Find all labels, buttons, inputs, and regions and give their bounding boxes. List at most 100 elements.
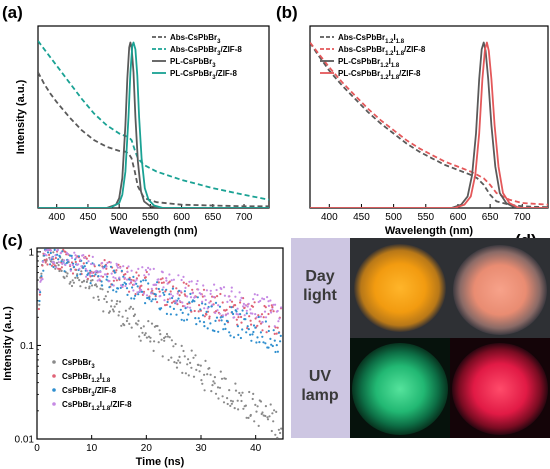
scatter-point <box>226 320 229 323</box>
scatter-point <box>91 274 94 277</box>
scatter-point <box>60 251 63 254</box>
scatter-point <box>178 299 181 303</box>
scatter-point <box>190 366 193 369</box>
scatter-point <box>122 265 125 268</box>
legend-marker <box>52 388 56 392</box>
scatter-point <box>218 319 221 322</box>
scatter-point <box>58 269 61 273</box>
scatter-point <box>246 327 249 330</box>
x-tick-label: 700 <box>514 212 531 223</box>
scatter-point <box>111 308 114 311</box>
scatter-point <box>92 296 95 299</box>
scatter-point <box>97 295 100 298</box>
scatter-point <box>50 258 54 261</box>
scatter-point <box>133 297 136 300</box>
scatter-point <box>152 349 155 352</box>
scatter-point <box>203 307 206 310</box>
scatter-point <box>161 271 164 274</box>
scatter-point <box>149 340 152 343</box>
scatter-point <box>97 264 101 267</box>
scatter-point <box>256 336 259 339</box>
scatter-point <box>157 278 160 281</box>
series-line-1 <box>310 42 548 208</box>
scatter-point <box>69 280 72 284</box>
scatter-point <box>158 290 161 293</box>
scatter-point <box>50 264 54 267</box>
scatter-point <box>40 275 43 278</box>
scatter-point <box>121 285 124 288</box>
scatter-point <box>57 264 60 267</box>
scatter-point <box>64 263 67 267</box>
scatter-point <box>266 416 269 419</box>
scatter-point <box>67 259 70 262</box>
scatter-point <box>82 279 86 282</box>
scatter-point <box>204 359 207 362</box>
scatter-point <box>57 261 60 264</box>
scatter-point <box>160 281 163 284</box>
scatter-point <box>240 296 243 299</box>
scatter-point <box>220 377 224 380</box>
scatter-point <box>98 278 101 281</box>
scatter-point <box>137 267 140 270</box>
scatter-point <box>142 279 145 282</box>
scatter-point <box>166 298 169 301</box>
scatter-point <box>100 280 103 283</box>
scatter-point <box>125 287 129 290</box>
scatter-point <box>184 307 187 310</box>
scatter-point <box>273 409 276 412</box>
scatter-point <box>209 373 212 376</box>
uv-label-2: lamp <box>301 387 339 404</box>
scatter-point <box>277 428 280 431</box>
scatter-point <box>179 308 182 311</box>
scatter-point <box>175 287 178 290</box>
scatter-point <box>272 329 275 332</box>
scatter-point <box>249 413 252 417</box>
plot-area <box>37 248 283 439</box>
scatter-point <box>110 299 113 302</box>
scatter-point <box>151 298 154 301</box>
day-label-1: Day <box>305 268 334 285</box>
scatter-point <box>48 258 52 261</box>
scatter-point <box>193 295 197 299</box>
scatter-point <box>103 259 106 262</box>
scatter-point <box>63 259 66 262</box>
scatter-point <box>229 334 232 337</box>
scatter-point <box>152 267 155 270</box>
scatter-point <box>74 276 77 279</box>
legend-label: Abs-CsPbBr3 <box>170 33 221 45</box>
x-axis-title: Time (ns) <box>136 456 185 468</box>
scatter-point <box>216 295 219 298</box>
scatter-point <box>261 335 264 338</box>
scatter-point <box>71 272 75 275</box>
scatter-point <box>164 304 167 307</box>
scatter-point <box>223 323 226 326</box>
scatter-point <box>74 258 77 261</box>
scatter-point <box>165 279 168 282</box>
scatter-point <box>171 295 174 298</box>
scatter-point <box>83 256 86 259</box>
scatter-point <box>198 370 201 373</box>
scatter-point <box>156 324 159 328</box>
scatter-point <box>115 269 118 272</box>
scatter-point <box>269 299 272 302</box>
scatter-point <box>161 288 164 291</box>
x-tick-label: 450 <box>353 212 370 223</box>
scatter-point <box>217 304 220 307</box>
scatter-point <box>87 272 90 275</box>
scatter-point <box>257 314 260 317</box>
scatter-point <box>167 358 170 362</box>
scatter-point <box>244 404 247 407</box>
scatter-point <box>201 314 205 317</box>
scatter-point <box>168 297 172 300</box>
scatter-point <box>189 309 192 312</box>
scatter-point <box>156 281 159 284</box>
scatter-point <box>242 297 245 300</box>
chart-b: 400 450 500 550 600 650 700 Wavelength (nm) Abs-… <box>309 25 549 237</box>
scatter-point <box>115 290 118 293</box>
scatter-point <box>155 287 158 290</box>
plot-frame <box>37 25 270 209</box>
scatter-point <box>123 281 126 284</box>
scatter-point <box>201 302 204 305</box>
scatter-point <box>269 337 272 340</box>
scatter-point <box>54 256 58 260</box>
